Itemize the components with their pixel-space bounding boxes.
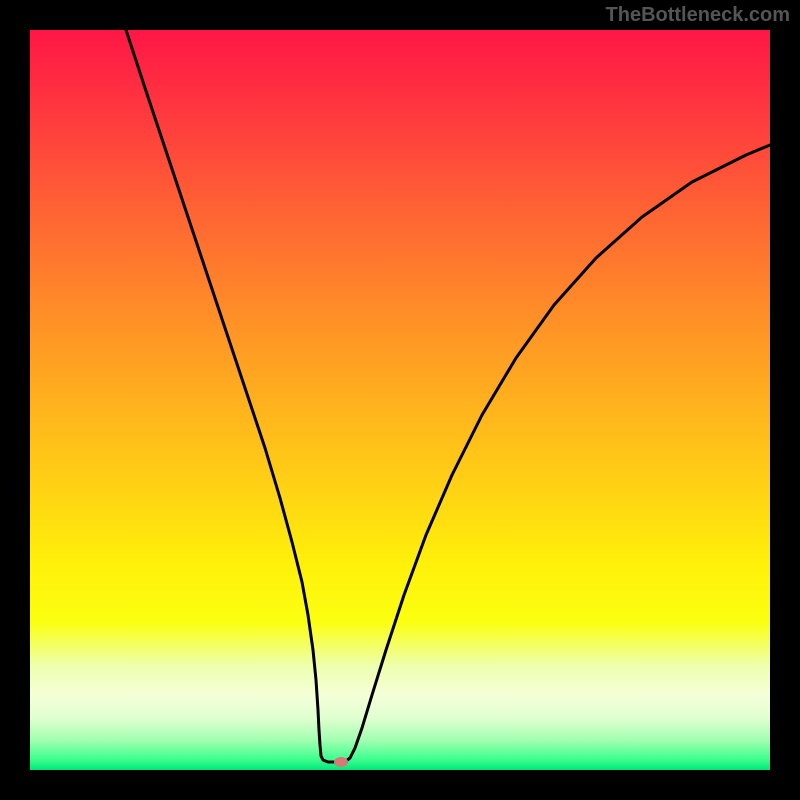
chart-plot-area bbox=[30, 30, 770, 770]
watermark-text: TheBottleneck.com bbox=[606, 4, 790, 27]
minimum-marker bbox=[334, 757, 348, 767]
bottleneck-curve bbox=[30, 30, 770, 770]
